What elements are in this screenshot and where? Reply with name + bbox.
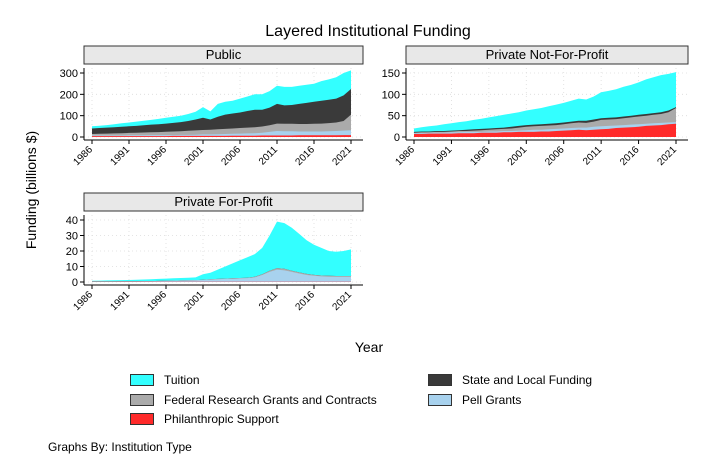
panel-private-not-for-profit: Private Not-For-Profit 0 50 100 150 1986 1991 1… [382, 45, 689, 168]
area-philanthropic-support [92, 135, 351, 137]
y-tick-label: 0 [72, 277, 78, 289]
x-tick-label: 1986 [71, 144, 95, 168]
area-tuition [92, 221, 351, 282]
panel-private-for-profit: Private For-Profit 0 10 20 30 40 1986 1991 1996 2… [66, 192, 364, 313]
legend-label: Tuition [164, 373, 200, 387]
y-tick-label: 30 [66, 231, 78, 243]
y-tick-label: 200 [60, 89, 78, 101]
area-pell-grants [92, 269, 351, 282]
panel-header [83, 45, 364, 65]
x-tick-label: 2016 [293, 144, 317, 168]
x-tick-label: 1991 [108, 144, 132, 168]
area-philanthropic-support [414, 123, 676, 137]
legend-swatch-philanthropic [130, 413, 154, 425]
legend-item-tuition: Tuition [130, 373, 200, 387]
x-tick-label: 2001 [182, 144, 206, 168]
legend-item-philanthropic: Philanthropic Support [130, 412, 279, 426]
y-tick-label: 300 [60, 68, 78, 80]
legend: Tuition State and Local Funding Federal … [130, 370, 650, 430]
x-tick-label: 2016 [293, 289, 317, 313]
y-tick-label: 0 [72, 132, 78, 144]
panel-public: Public 0 100 200 300 1986 1991 1996 2001 2006 2011… [60, 45, 364, 168]
x-tick-label: 2006 [219, 289, 243, 313]
x-tick-label: 1991 [431, 144, 455, 168]
x-tick-label: 1986 [71, 289, 95, 313]
legend-swatch-tuition [130, 374, 154, 386]
panel-header [405, 45, 689, 65]
panel-title: Private Not-For-Profit [486, 47, 609, 62]
legend-item-federal: Federal Research Grants and Contracts [130, 393, 377, 407]
legend-label: Philanthropic Support [164, 412, 279, 426]
x-tick-label: 1986 [393, 144, 417, 168]
legend-label: Pell Grants [462, 393, 522, 407]
y-tick-label: 20 [66, 246, 78, 258]
x-tick-label: 1996 [145, 289, 169, 313]
y-tick-label: 10 [66, 262, 78, 274]
legend-label: State and Local Funding [462, 373, 593, 387]
x-tick-label: 2011 [257, 289, 280, 312]
legend-item-pell: Pell Grants [428, 393, 521, 407]
y-tick-label: 100 [60, 111, 78, 123]
y-tick-label: 40 [66, 215, 78, 227]
chart-title: Layered Institutional Funding [265, 23, 470, 40]
x-axis-label: Year [355, 339, 384, 355]
legend-item-state-local: State and Local Funding [428, 373, 592, 387]
x-tick-label: 2001 [182, 289, 206, 313]
legend-swatch-federal [130, 394, 154, 406]
x-tick-label: 2001 [506, 144, 530, 168]
y-tick-label: 150 [382, 68, 400, 80]
footnote: Graphs By: Institution Type [48, 440, 192, 454]
x-tick-label: 2011 [581, 144, 604, 167]
x-tick-label: 2021 [330, 289, 354, 313]
legend-label: Federal Research Grants and Contracts [164, 393, 377, 407]
x-tick-label: 1991 [108, 289, 132, 313]
x-tick-label: 2016 [618, 144, 642, 168]
y-tick-label: 100 [382, 89, 400, 101]
y-axis-label: Funding (billions $) [23, 131, 39, 249]
legend-swatch-pell [428, 394, 452, 406]
legend-swatch-state-local [428, 374, 452, 386]
panel-title: Private For-Profit [174, 194, 273, 209]
x-tick-label: 2006 [543, 144, 567, 168]
panel-title: Public [206, 47, 242, 62]
x-tick-label: 1996 [468, 144, 492, 168]
y-tick-label: 0 [394, 132, 400, 144]
x-tick-label: 2021 [330, 144, 354, 168]
x-tick-label: 2006 [219, 144, 243, 168]
x-tick-label: 1996 [145, 144, 169, 168]
x-tick-label: 2011 [257, 144, 280, 167]
y-tick-label: 50 [388, 111, 400, 123]
x-tick-label: 2021 [655, 144, 679, 168]
panel-header [83, 192, 364, 212]
area-pell-grants [92, 130, 351, 137]
